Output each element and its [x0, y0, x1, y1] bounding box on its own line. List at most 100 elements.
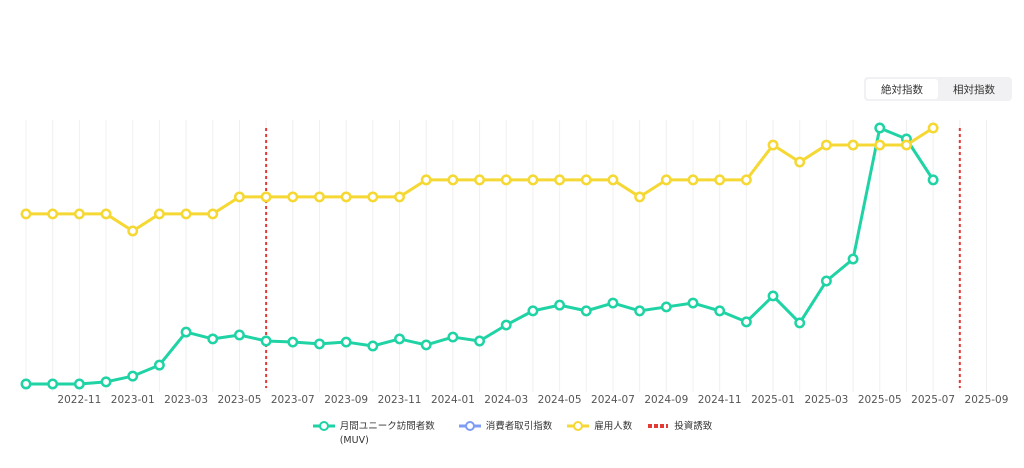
x-tick-label: 2024-07: [591, 394, 635, 406]
point: [714, 305, 726, 317]
legend-label: 消費者取引指数: [485, 421, 553, 432]
point: [634, 191, 646, 203]
point: [73, 378, 85, 390]
point: [260, 191, 272, 203]
point: [233, 329, 245, 341]
point: [420, 339, 432, 351]
legend-icon: [648, 424, 669, 428]
point: [554, 299, 566, 311]
point: [794, 317, 806, 329]
x-tick-label: 2023-11: [378, 394, 422, 406]
x-tick-label: 2023-09: [324, 394, 368, 406]
point: [153, 359, 165, 371]
point: [47, 378, 59, 390]
toggle-option[interactable]: 相対指数: [953, 83, 995, 96]
point: [874, 139, 886, 151]
point: [233, 191, 245, 203]
point: [660, 174, 672, 186]
point: [607, 297, 619, 309]
legend-label: 投資誘致: [674, 421, 713, 432]
point: [474, 335, 486, 347]
x-tick-label: 2025-01: [751, 394, 795, 406]
legend-item[interactable]: 消費者取引指数: [458, 420, 553, 434]
point: [660, 301, 672, 313]
point: [554, 174, 566, 186]
legend-label: 雇用人数: [594, 421, 633, 432]
point: [127, 370, 139, 382]
x-tick-label: 2025-07: [911, 394, 955, 406]
point: [314, 338, 325, 350]
point: [580, 174, 592, 186]
point: [314, 191, 325, 203]
point: [100, 208, 112, 220]
point: [740, 316, 752, 328]
point: [820, 275, 832, 287]
point: [47, 208, 59, 220]
point: [847, 139, 859, 151]
legend-marker: [573, 421, 584, 431]
chart: 2022-11 2023-01 2023-03 2023-05 2023-07 2023-…: [20, 120, 1009, 406]
point: [447, 174, 459, 186]
x-tick-label: 2023-03: [164, 394, 208, 406]
point: [180, 326, 192, 338]
point: [420, 174, 432, 186]
x-tick-label: 2024-03: [484, 394, 528, 406]
point: [794, 156, 806, 168]
point: [340, 191, 352, 203]
point: [687, 174, 699, 186]
point: [527, 174, 539, 186]
legend-marker: [318, 421, 329, 431]
point: [20, 378, 32, 390]
point: [100, 376, 112, 388]
point: [767, 290, 779, 302]
point: [634, 305, 646, 317]
point: [900, 139, 912, 151]
point: [500, 319, 512, 331]
point: [500, 174, 512, 186]
x-tick-label: 2025-03: [804, 394, 848, 406]
point: [73, 208, 85, 220]
x-tick-label: 2022-11: [57, 394, 101, 406]
x-tick-label: 2024-01: [431, 394, 475, 406]
legend-icon: [567, 421, 590, 431]
legend-icon: [458, 421, 481, 431]
point: [260, 335, 272, 347]
toggle-option[interactable]: 絶対指数: [866, 79, 938, 99]
point: [127, 225, 139, 237]
x-tick-label: 2023-01: [111, 394, 155, 406]
point: [927, 174, 939, 186]
point: [847, 253, 859, 265]
point: [287, 336, 299, 348]
point: [447, 331, 459, 343]
point: [367, 191, 379, 203]
legend-item[interactable]: 雇用人数: [566, 420, 632, 434]
legend-item[interactable]: 投資誘致: [646, 420, 712, 434]
x-tick-label: 2023-05: [218, 394, 262, 406]
point: [367, 340, 379, 352]
point: [474, 174, 486, 186]
point: [287, 191, 299, 203]
legend-item[interactable]: 月間ユニーク訪問者数(MUV): [312, 420, 444, 448]
point: [527, 305, 539, 317]
point: [714, 174, 726, 186]
legend-label: 月間ユニーク訪問者数(MUV): [339, 421, 435, 446]
point: [394, 191, 405, 203]
x-tick-label: 2025-09: [965, 394, 1009, 406]
point: [740, 174, 752, 186]
x-tick-label: 2024-05: [538, 394, 582, 406]
legend-marker: [464, 421, 475, 431]
point: [580, 305, 592, 317]
point: [607, 174, 619, 186]
legend: 月間ユニーク訪問者数(MUV) 消費者取引指数 雇用人数 投資誘致: [0, 420, 1024, 448]
x-tick-label: 2023-07: [271, 394, 315, 406]
view-toggle: 絶対指数 相対指数: [864, 77, 1012, 101]
point: [874, 122, 886, 134]
x-tick-label: 2024-11: [698, 394, 742, 406]
point: [207, 333, 219, 345]
point: [394, 333, 405, 345]
point: [180, 208, 192, 220]
point: [207, 208, 219, 220]
point: [153, 208, 165, 220]
point: [687, 297, 699, 309]
